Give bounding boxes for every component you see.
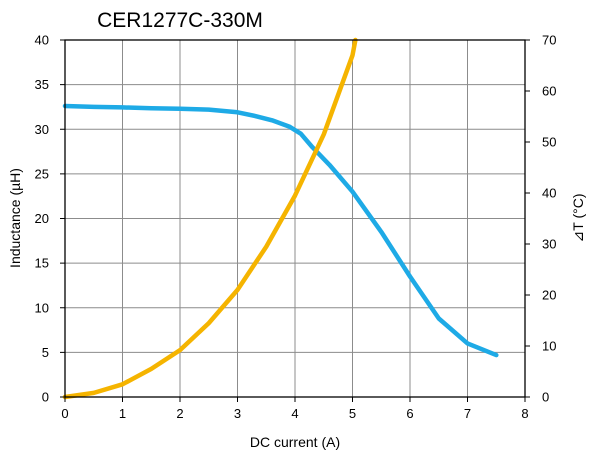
x-tick-label: 5: [349, 406, 356, 421]
x-tick-label: 1: [119, 406, 126, 421]
y-tick-label: 10: [35, 300, 49, 315]
y2-tick-label: 10: [542, 339, 556, 354]
x-tick-label: 0: [61, 406, 68, 421]
y-tick-label: 25: [35, 166, 49, 181]
y2-tick-label: 40: [542, 186, 556, 201]
y-tick-label: 35: [35, 77, 49, 92]
inductance-curve: [62, 103, 499, 358]
y-tick-label: 40: [35, 33, 49, 48]
x-axis-title: DC current (A): [250, 434, 340, 450]
y-tick-label: 30: [35, 122, 49, 137]
y2-tick-label: 30: [542, 237, 556, 252]
y2-tick-label: 50: [542, 135, 556, 150]
x-tick-label: 3: [234, 406, 241, 421]
x-tick-label: 4: [291, 406, 298, 421]
y2-tick-label: 70: [542, 33, 556, 48]
y2-tick-label: 60: [542, 84, 556, 99]
y-tick-label: 20: [35, 211, 49, 226]
x-tick-label: 2: [176, 406, 183, 421]
y-tick-label: 0: [42, 390, 49, 405]
y2-tick-label: 20: [542, 288, 556, 303]
x-tick-label: 7: [464, 406, 471, 421]
grid: [65, 40, 525, 397]
temperature-rise-curve: [62, 37, 358, 400]
series-layer: [62, 37, 499, 400]
y2-axis-title: ⊿T (°C): [570, 194, 586, 243]
y2-tick-label: 0: [542, 390, 549, 405]
y-tick-label: 15: [35, 256, 49, 271]
chart-title: CER1277C-330M: [97, 9, 263, 32]
y-tick-label: 5: [42, 345, 49, 360]
x-tick-label: 8: [521, 406, 528, 421]
y-axis-title: Inductance (µH): [7, 168, 23, 268]
x-tick-label: 6: [406, 406, 413, 421]
